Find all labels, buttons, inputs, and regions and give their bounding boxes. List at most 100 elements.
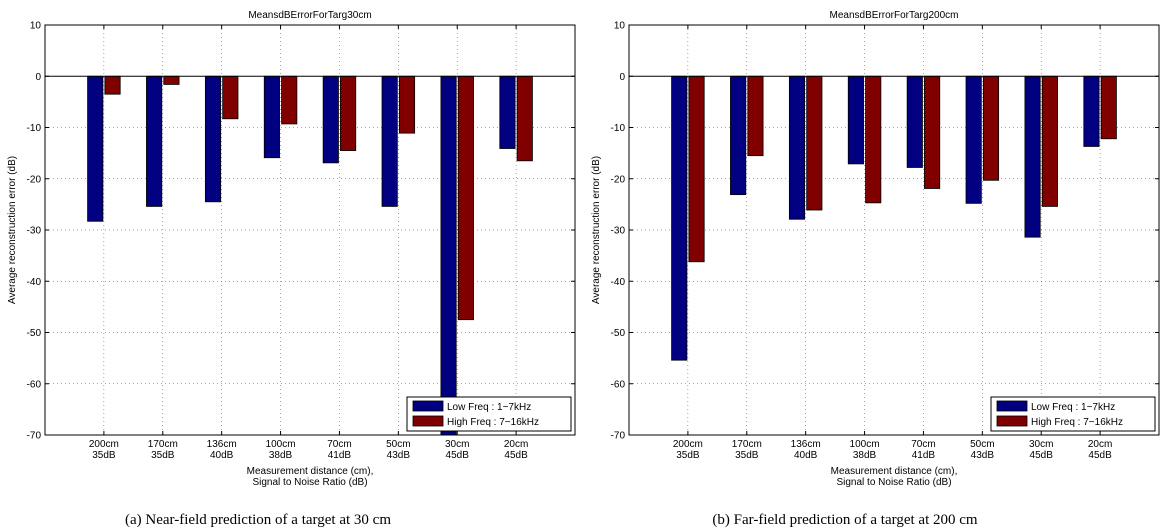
y-tick-label: -20	[611, 174, 626, 185]
x-tick-label-distance: 136cm	[791, 439, 821, 450]
bar-low-freq	[788, 75, 806, 220]
x-tick-label-snr: 43dB	[387, 450, 411, 461]
bar-high-freq	[104, 75, 121, 95]
x-tick-label-distance: 50cm	[386, 439, 410, 450]
y-tick-label: -10	[27, 123, 42, 134]
bar-high-freq	[163, 75, 180, 85]
x-axis-label-line2: Signal to Noise Ratio (dB)	[836, 477, 951, 488]
x-axis-label-line1: Measurement distance (cm),	[831, 466, 958, 477]
y-tick-label: -40	[27, 277, 42, 288]
legend-label-low-freq: Low Freq : 1−7kHz	[447, 402, 531, 413]
x-axis-label-line2: Signal to Noise Ratio (dB)	[252, 477, 367, 488]
x-tick-label-snr: 45dB	[1088, 450, 1112, 461]
bar-low-freq	[146, 75, 163, 207]
figure-caption: (a) Near-field prediction of a target at…	[125, 512, 391, 528]
bar-high-freq	[222, 75, 239, 120]
x-tick-label-distance: 70cm	[327, 439, 351, 450]
bar-high-freq	[1041, 75, 1058, 207]
bar-high-freq	[1100, 75, 1117, 140]
y-axis-label: Average reconstruction error (dB)	[591, 156, 602, 304]
legend-label-high-freq: High Freq : 7−16kHz	[447, 417, 539, 428]
chart-panel-b: 100-10-20-30-40-50-60-70200cm35dB170cm35…	[591, 10, 1160, 528]
x-tick-label-snr: 35dB	[676, 450, 700, 461]
legend-label-low-freq: Low Freq : 1−7kHz	[1031, 402, 1115, 413]
bar-low-freq	[322, 75, 339, 164]
x-tick-label-snr: 38dB	[269, 450, 293, 461]
bar-high-freq	[865, 75, 882, 204]
x-tick-label-snr: 45dB	[446, 450, 470, 461]
x-tick-label-snr: 41dB	[912, 450, 936, 461]
bar-low-freq	[1024, 75, 1041, 238]
x-tick-label-distance: 70cm	[911, 439, 935, 450]
x-tick-label-distance: 50cm	[970, 439, 994, 450]
bar-high-freq	[457, 75, 474, 321]
x-tick-label-distance: 30cm	[445, 439, 469, 450]
x-tick-label-distance: 200cm	[89, 439, 119, 450]
bar-low-freq	[499, 75, 516, 149]
figure-caption: (b) Far-field prediction of a target at …	[712, 512, 977, 528]
bar-high-freq	[688, 75, 705, 263]
x-tick-label-distance: 20cm	[1088, 439, 1112, 450]
bar-high-freq	[281, 75, 298, 125]
y-tick-label: -50	[27, 328, 42, 339]
x-tick-label-distance: 200cm	[673, 439, 703, 450]
x-tick-label-snr: 35dB	[92, 450, 116, 461]
bar-high-freq	[747, 75, 764, 157]
chart-title: MeansdBErrorForTarg200cm	[830, 10, 959, 21]
legend-swatch-low-freq	[996, 400, 1028, 412]
y-tick-label: 0	[619, 72, 625, 83]
y-tick-label: -70	[611, 431, 626, 442]
x-tick-label-snr: 45dB	[1030, 450, 1054, 461]
bar-low-freq	[965, 75, 982, 204]
x-tick-label-snr: 41dB	[328, 450, 352, 461]
x-tick-label-distance: 30cm	[1029, 439, 1053, 450]
bar-high-freq	[982, 75, 1000, 181]
x-tick-label-snr: 43dB	[971, 450, 995, 461]
legend: Low Freq : 1−7kHz High Freq : 7−16kHz	[990, 396, 1156, 432]
chart-title: MeansdBErrorForTarg30cm	[248, 10, 371, 21]
x-tick-label-snr: 40dB	[210, 450, 234, 461]
x-tick-label-distance: 170cm	[148, 439, 178, 450]
x-tick-label-distance: 170cm	[732, 439, 762, 450]
bar-low-freq	[730, 75, 747, 196]
bar-low-freq	[263, 75, 280, 159]
y-tick-label: -30	[611, 226, 626, 237]
bar-low-freq	[381, 75, 398, 207]
x-tick-label-snr: 45dB	[504, 450, 528, 461]
chart-panel-a: 100-10-20-30-40-50-60-70200cm35dB170cm35…	[7, 10, 576, 528]
bar-low-freq	[847, 75, 864, 165]
legend: Low Freq : 1−7kHz High Freq : 7−16kHz	[406, 396, 572, 432]
legend-swatch-high-freq	[996, 415, 1028, 427]
bar-low-freq	[440, 75, 457, 436]
x-tick-label-snr: 38dB	[853, 450, 877, 461]
y-tick-label: -30	[27, 226, 42, 237]
bar-high-freq	[340, 75, 357, 151]
y-tick-label: -60	[27, 379, 42, 390]
y-tick-label: 0	[35, 72, 41, 83]
y-tick-label: -40	[611, 277, 626, 288]
y-axis-label: Average reconstruction error (dB)	[7, 156, 18, 304]
bar-high-freq	[398, 75, 416, 134]
y-tick-label: -70	[27, 431, 42, 442]
bar-low-freq	[671, 75, 688, 361]
x-tick-label-snr: 35dB	[735, 450, 759, 461]
bar-low-freq	[87, 75, 104, 222]
legend-swatch-high-freq	[412, 415, 444, 427]
y-tick-label: -20	[27, 174, 42, 185]
bar-high-freq	[516, 75, 533, 162]
bar-low-freq	[906, 75, 923, 168]
legend-swatch-low-freq	[412, 400, 444, 412]
y-tick-label: 10	[614, 21, 626, 32]
x-tick-label-distance: 136cm	[207, 439, 237, 450]
x-tick-label-distance: 100cm	[266, 439, 296, 450]
x-tick-label-snr: 35dB	[151, 450, 175, 461]
bar-low-freq	[1083, 75, 1100, 147]
x-tick-label-distance: 20cm	[504, 439, 528, 450]
x-axis-label-line1: Measurement distance (cm),	[247, 466, 374, 477]
legend-label-high-freq: High Freq : 7−16kHz	[1031, 417, 1123, 428]
bar-high-freq	[924, 75, 941, 189]
x-tick-label-snr: 40dB	[794, 450, 818, 461]
y-tick-label: -10	[611, 123, 626, 134]
y-tick-label: -50	[611, 328, 626, 339]
